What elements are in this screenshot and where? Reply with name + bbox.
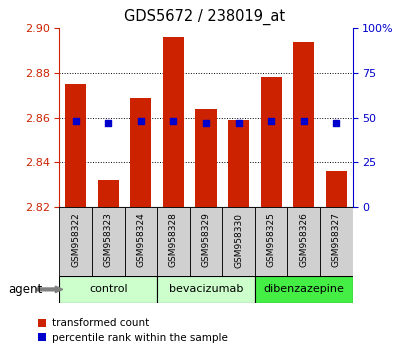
Bar: [319, 207, 352, 276]
Point: [105, 120, 111, 126]
Point: [170, 119, 176, 124]
Point: [300, 119, 306, 124]
Point: [267, 119, 274, 124]
Bar: [287, 207, 319, 276]
Text: GSM958329: GSM958329: [201, 213, 210, 268]
Bar: [130, 98, 151, 207]
Point: [332, 120, 339, 126]
Point: [137, 119, 144, 124]
Point: [72, 119, 79, 124]
Point: [235, 120, 241, 126]
Bar: [189, 207, 222, 276]
Legend: transformed count, percentile rank within the sample: transformed count, percentile rank withi…: [38, 319, 227, 343]
Bar: [97, 180, 119, 207]
Text: GSM958325: GSM958325: [266, 213, 275, 268]
Bar: [227, 120, 249, 207]
Text: GSM958327: GSM958327: [331, 213, 340, 268]
Text: GSM958330: GSM958330: [234, 213, 243, 268]
Bar: [222, 207, 254, 276]
Text: GSM958322: GSM958322: [71, 213, 80, 267]
Text: control: control: [89, 284, 127, 295]
Text: bevacizumab: bevacizumab: [169, 284, 243, 295]
Bar: [325, 171, 346, 207]
Point: [202, 120, 209, 126]
Bar: [157, 207, 189, 276]
Text: GSM958323: GSM958323: [103, 213, 112, 268]
Bar: [195, 109, 216, 207]
Bar: [59, 276, 157, 303]
Bar: [92, 207, 124, 276]
Text: GSM958328: GSM958328: [169, 213, 178, 268]
Bar: [254, 207, 287, 276]
Bar: [254, 276, 352, 303]
Bar: [162, 37, 184, 207]
Bar: [292, 42, 314, 207]
Bar: [59, 207, 92, 276]
Bar: [157, 276, 254, 303]
Text: GSM958324: GSM958324: [136, 213, 145, 267]
Text: dibenzazepine: dibenzazepine: [263, 284, 343, 295]
Text: agent: agent: [8, 283, 43, 296]
Text: GDS5672 / 238019_at: GDS5672 / 238019_at: [124, 9, 285, 25]
Bar: [124, 207, 157, 276]
Bar: [65, 84, 86, 207]
Bar: [260, 78, 281, 207]
Text: GSM958326: GSM958326: [299, 213, 308, 268]
